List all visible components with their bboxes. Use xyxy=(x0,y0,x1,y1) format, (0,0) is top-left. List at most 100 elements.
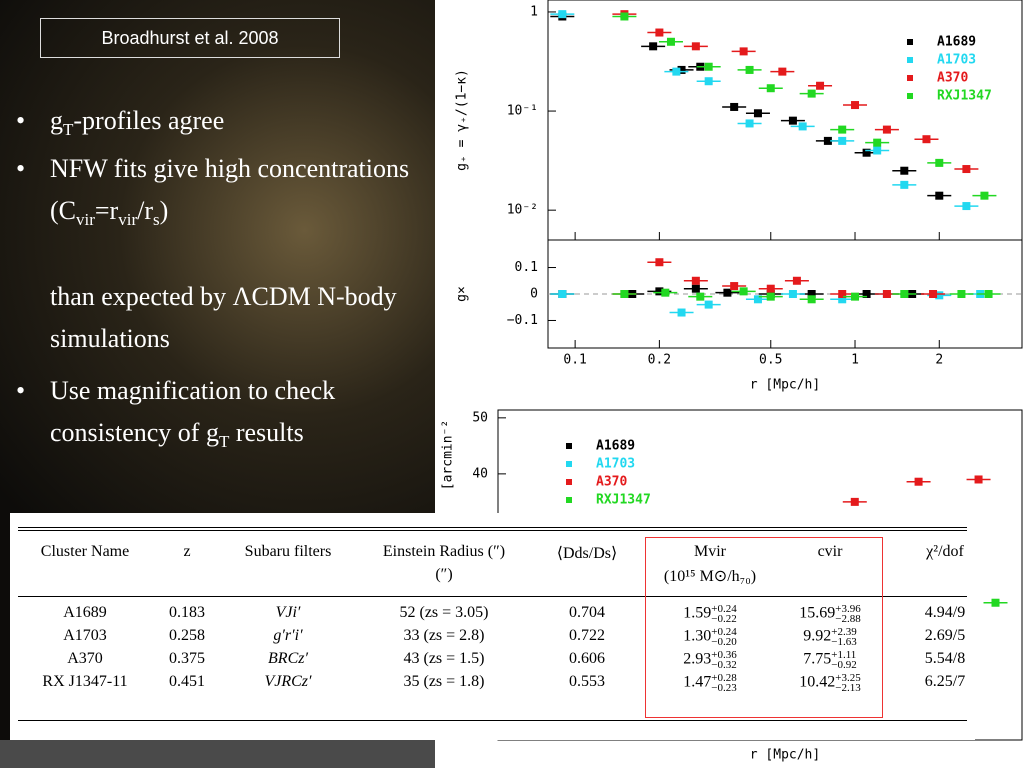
error-plus: +0.24 xyxy=(711,626,737,638)
table-cell: 7.75 +1.11 −0.92 xyxy=(803,649,857,671)
table-cell: 0.258 xyxy=(169,627,205,644)
subscript: T xyxy=(63,120,74,140)
legend-label: A1703 xyxy=(937,53,976,68)
text: =r xyxy=(94,196,119,225)
error-minus: −2.88 xyxy=(835,613,861,625)
highlight-box xyxy=(645,537,883,718)
value: 9.92 xyxy=(803,627,832,645)
y-tick-label: 40 xyxy=(472,466,488,481)
error-plus: +3.96 xyxy=(835,603,861,615)
error-minus: −0.23 xyxy=(711,682,737,694)
table-cell: 15.69 +3.96 −2.88 xyxy=(799,603,861,625)
y-tick-label: 1 xyxy=(530,4,538,19)
legend-swatch xyxy=(566,497,572,503)
value: 1.59 xyxy=(683,604,712,622)
legend-label: A1689 xyxy=(596,439,635,454)
subscript: T xyxy=(218,432,230,452)
y-axis-label: [arcmin⁻² xyxy=(441,420,456,490)
table-cell: 0.722 xyxy=(569,627,605,644)
bullet: • Use magnification to check consistency … xyxy=(16,370,416,463)
legend-label: A1703 xyxy=(596,457,635,472)
bullet-continuation: than expected by ΛCDM N-body simulations xyxy=(50,282,397,353)
table-cell: VJi′ xyxy=(275,604,301,621)
x-tick-label: 2 xyxy=(935,353,943,368)
legend-swatch xyxy=(566,461,572,467)
error-minus: −2.13 xyxy=(835,682,861,694)
error-plus: +2.39 xyxy=(831,626,857,638)
table-cell: 0.451 xyxy=(169,673,205,690)
table-cell: 43 (zs = 1.5) xyxy=(403,650,485,667)
error-plus: +0.36 xyxy=(711,649,737,661)
legend-swatch xyxy=(907,57,913,63)
footer-band xyxy=(0,740,435,768)
table-cell: 52 (zs = 3.05) xyxy=(399,604,489,621)
column-header: Subaru filters xyxy=(244,543,332,560)
table-cell: BRCz′ xyxy=(268,650,308,667)
value: 10.42 xyxy=(799,673,836,691)
legend-swatch xyxy=(566,479,572,485)
table-cell: 1.47 +0.28 −0.23 xyxy=(683,672,737,694)
error: +3.96 −2.88 xyxy=(835,603,861,625)
legend-label: RXJ1347 xyxy=(596,493,651,508)
error: +3.25 −2.13 xyxy=(835,672,861,694)
error-plus: +0.28 xyxy=(711,672,737,684)
table-cell: A1703 xyxy=(63,627,107,644)
table-cell: 0.375 xyxy=(169,650,205,667)
data-table: Cluster Name z Subaru filters Einstein Radi… xyxy=(10,513,975,740)
value: 2.93 xyxy=(683,650,712,668)
subscript: vir xyxy=(76,210,95,230)
value: 1.30 xyxy=(683,627,712,645)
y-axis-label: g× xyxy=(455,286,470,302)
bullet-symbol: • xyxy=(16,376,26,405)
legend-label: A370 xyxy=(937,71,968,86)
column-header: (″) xyxy=(435,566,453,583)
column-header: z xyxy=(183,543,191,560)
table-cell: 0.704 xyxy=(569,604,605,621)
bullet-symbol: • xyxy=(16,154,26,183)
error-minus: −0.32 xyxy=(711,659,737,671)
error-minus: −0.22 xyxy=(711,613,737,625)
value: 15.69 xyxy=(799,604,836,622)
column-header: Mvir xyxy=(694,543,726,560)
error: +0.28 −0.23 xyxy=(711,672,737,694)
y-axis-label: g₊ = γ₊/(1−κ) xyxy=(455,69,470,171)
column-header: Einstein Radius (″) xyxy=(382,543,506,560)
rule xyxy=(18,596,967,597)
column-header: ⟨Dds/Ds⟩ xyxy=(556,545,618,562)
value: 7.75 xyxy=(803,650,832,668)
error: +0.24 −0.22 xyxy=(711,604,737,625)
table-cell: 9.92 +2.39 −1.63 xyxy=(803,626,857,648)
y-tick-label: −0.1 xyxy=(507,313,538,328)
table-cell: 35 (zs = 1.8) xyxy=(403,673,485,690)
bullet-text: NFW fits give high concentrations (Cvir=… xyxy=(50,148,416,241)
table-cell: RX J1347-11 xyxy=(42,673,128,690)
error: +0.36 −0.32 xyxy=(711,649,737,671)
rule xyxy=(18,720,967,721)
table-cell: 6.25/7 xyxy=(924,673,966,690)
table-cell: A370 xyxy=(67,650,103,667)
error: +1.11 −0.92 xyxy=(831,649,857,671)
bullet-text: gT-profiles agree xyxy=(50,100,416,151)
bullet-symbol: • xyxy=(16,106,26,135)
x-tick-label: 0.1 xyxy=(563,353,586,368)
error-plus: +3.25 xyxy=(835,672,861,684)
x-axis-label: r [Mpc/h] xyxy=(750,378,820,393)
column-header: (10¹⁵ M⊙/h₇₀) xyxy=(663,568,757,585)
table-cell: 5.54/8 xyxy=(924,650,966,667)
x-tick-label: 0.2 xyxy=(648,353,671,368)
text: results xyxy=(229,418,304,447)
subscript: s xyxy=(153,210,160,230)
table-cell: 0.183 xyxy=(169,604,205,621)
bullet: • gT-profiles agree xyxy=(16,100,416,151)
error-minus: −0.20 xyxy=(711,636,737,648)
slide-title: Broadhurst et al. 2008 xyxy=(40,18,340,58)
y-tick-label: 0.1 xyxy=(515,260,538,275)
table-cell: VJRCz′ xyxy=(264,673,312,690)
x-axis-label: r [Mpc/h] xyxy=(750,748,820,763)
error-plus: +1.11 xyxy=(831,649,857,661)
legend-swatch xyxy=(566,443,572,449)
column-header: Cluster Name xyxy=(40,543,130,560)
table-cell: 33 (zs = 2.8) xyxy=(403,627,485,644)
